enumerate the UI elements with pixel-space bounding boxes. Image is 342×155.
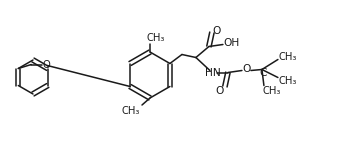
Text: CH₃: CH₃: [147, 33, 165, 43]
Text: HN: HN: [205, 67, 221, 78]
Text: O: O: [216, 86, 224, 95]
Text: CH₃: CH₃: [263, 86, 281, 95]
Text: C: C: [259, 69, 267, 78]
Text: O: O: [43, 60, 51, 69]
Text: O: O: [242, 64, 251, 75]
Text: CH₃: CH₃: [279, 75, 297, 86]
Text: CH₃: CH₃: [122, 106, 140, 116]
Text: OH: OH: [224, 38, 240, 49]
Text: CH₃: CH₃: [279, 53, 297, 62]
Text: O: O: [213, 26, 221, 35]
